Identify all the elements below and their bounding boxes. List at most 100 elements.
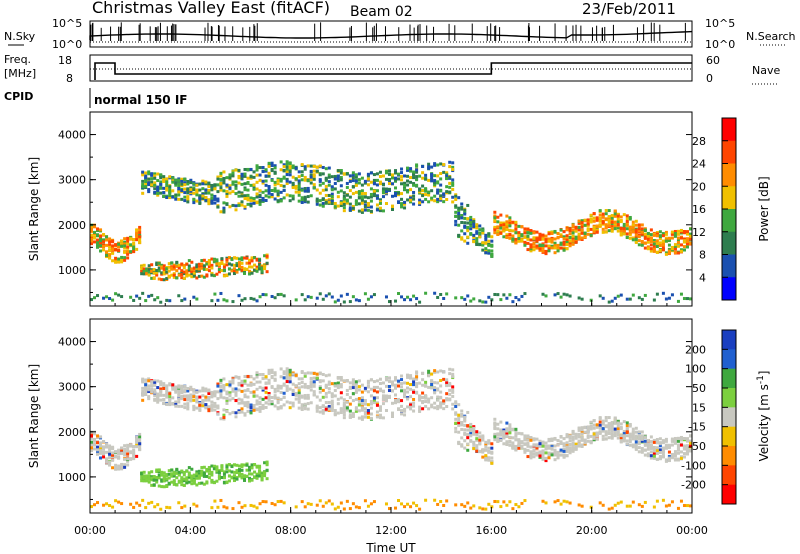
power-cell [688, 227, 692, 231]
velocity-cell [267, 368, 271, 372]
velocity-cell [360, 390, 364, 394]
velocity-cell [231, 410, 235, 414]
power-cell [541, 246, 545, 250]
power-cell [288, 180, 292, 184]
velocity-cell [634, 444, 638, 448]
power-cell [200, 274, 204, 278]
power-cell [253, 268, 257, 272]
velocity-cell [661, 455, 665, 459]
power-cell [183, 199, 187, 203]
velocity-cell [655, 499, 659, 503]
velocity-cell [190, 474, 194, 478]
velocity-cell [616, 436, 620, 440]
velocity-cell [688, 448, 692, 452]
velocity-cell [222, 416, 226, 420]
velocity-cell [433, 381, 437, 385]
velocity-cell [102, 445, 106, 449]
power-cell [234, 208, 238, 212]
velocity-cell [202, 482, 206, 486]
power-cell [574, 229, 578, 233]
velocity-cell [360, 399, 364, 403]
velocity-cell [610, 421, 614, 425]
power-cell [222, 178, 226, 182]
velocity-cell [321, 372, 325, 376]
velocity-cell [273, 503, 277, 507]
velocity-cell [264, 386, 268, 390]
velocity-cell [472, 504, 476, 508]
power-cell [529, 247, 533, 251]
velocity-cell [240, 389, 244, 393]
power-cell [159, 186, 163, 190]
power-cell [544, 294, 548, 298]
power-cell [315, 188, 319, 192]
power-cell [649, 247, 653, 251]
power-cell [282, 184, 286, 188]
power-cell [207, 262, 211, 266]
velocity-cell [409, 405, 413, 409]
power-cell [448, 175, 452, 179]
power-cell [138, 296, 142, 300]
velocity-cell [577, 426, 581, 430]
velocity-cell [235, 471, 239, 475]
power-cell [270, 294, 274, 298]
power-cell [303, 298, 307, 302]
velocity-cell [330, 409, 334, 413]
power-cell [397, 200, 401, 204]
velocity-cell [258, 405, 262, 409]
power-cell [454, 296, 458, 300]
velocity-cell [424, 498, 428, 502]
power-cell [511, 300, 515, 304]
power-cell [418, 190, 422, 194]
velocity-cell [157, 476, 161, 480]
velocity-cell [628, 422, 632, 426]
power-cell [616, 214, 620, 218]
power-cell [400, 197, 404, 201]
power-cell [282, 165, 286, 169]
velocity-cell [366, 381, 370, 385]
power-cell [664, 252, 668, 256]
power-cell [589, 298, 593, 302]
power-cell [225, 189, 229, 193]
velocity-cell [360, 402, 364, 406]
power-cell [580, 297, 584, 301]
velocity-cell [152, 476, 156, 480]
power-cell [248, 265, 252, 269]
power-cell [394, 191, 398, 195]
power-cell [342, 197, 346, 201]
velocity-cell [448, 382, 452, 386]
velocity-cell [520, 432, 524, 436]
power-cell [466, 225, 470, 229]
velocity-cell [342, 407, 346, 411]
power-cell [189, 189, 193, 193]
power-cell [643, 232, 647, 236]
velocity-cell [123, 463, 127, 467]
velocity-cell [348, 396, 352, 400]
power-cell [601, 220, 605, 224]
velocity-cell [673, 454, 677, 458]
velocity-cell [345, 499, 349, 503]
velocity-cell [246, 395, 250, 399]
power-cell [580, 225, 584, 229]
velocity-cell [511, 427, 515, 431]
power-cell [412, 182, 416, 186]
power-cell [345, 199, 349, 203]
velocity-cell [162, 401, 166, 405]
velocity-cell [676, 451, 680, 455]
power-cell [117, 257, 121, 261]
velocity-cell [171, 402, 175, 406]
velocity-cell [634, 435, 638, 439]
power-cell [406, 183, 410, 187]
velocity-cell [378, 407, 382, 411]
velocity-cell [126, 459, 130, 463]
power-cell [232, 256, 236, 260]
power-cell [586, 222, 590, 226]
power-cell [421, 184, 425, 188]
velocity-cell [291, 382, 295, 386]
power-cell [646, 240, 650, 244]
velocity-cell [195, 504, 199, 508]
power-cell [631, 228, 635, 232]
velocity-cell [165, 505, 169, 509]
power-cell [454, 223, 458, 227]
power-cell [90, 242, 93, 246]
